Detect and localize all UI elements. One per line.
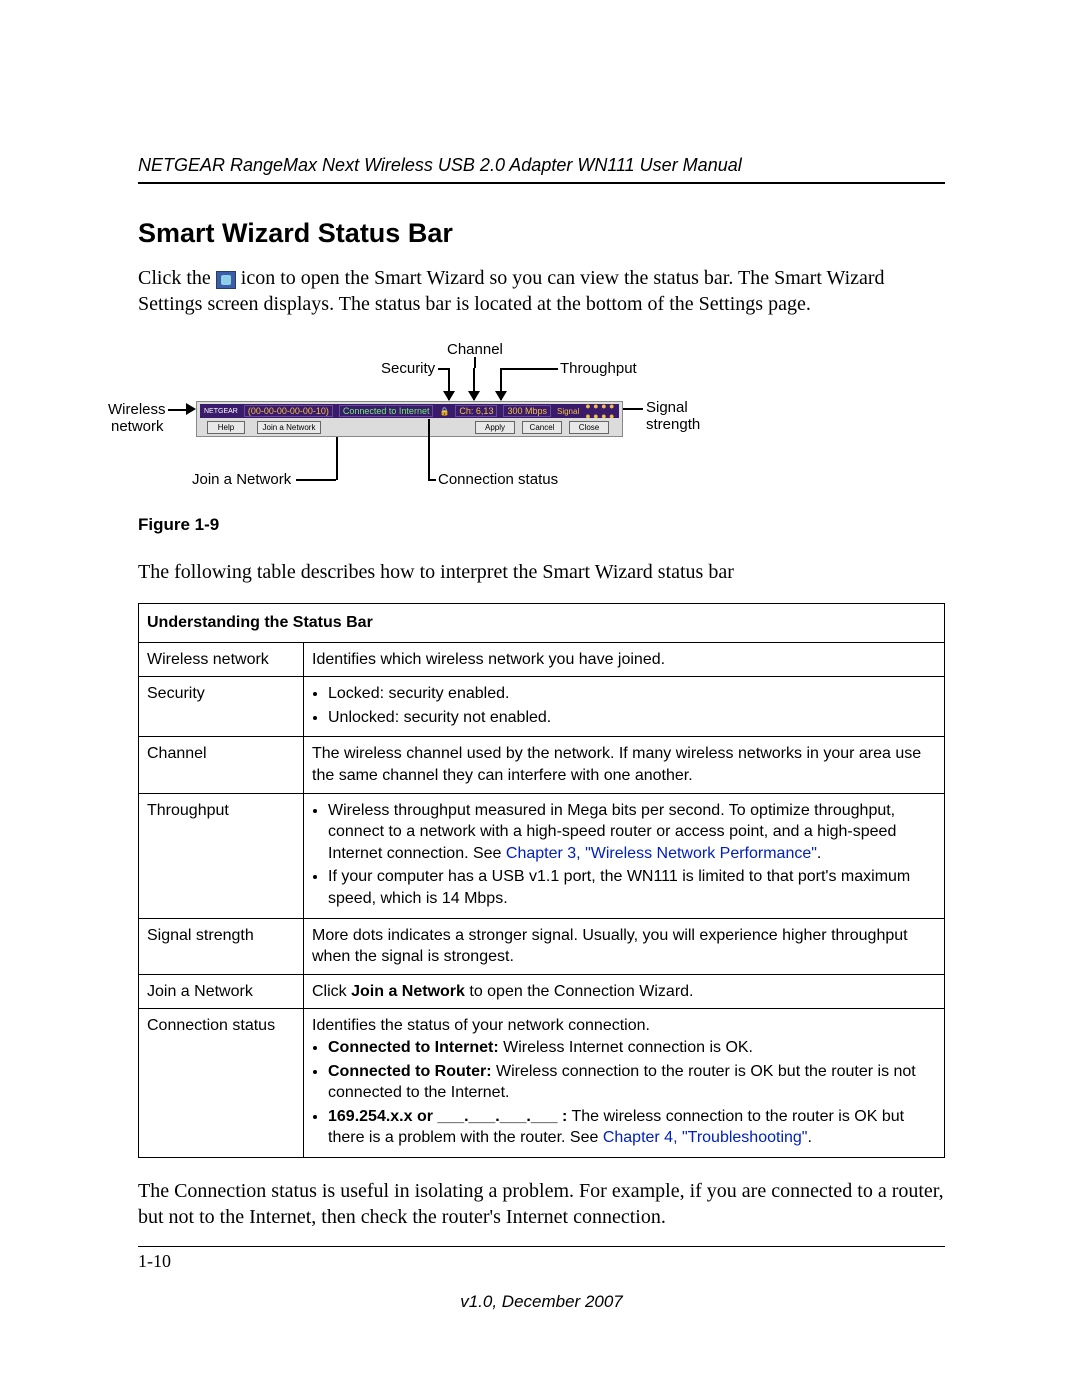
list-item: If your computer has a USB v1.1 port, th…: [328, 866, 936, 909]
page-number: 1-10: [138, 1251, 945, 1272]
label-wireless-l1: Wireless: [108, 401, 166, 418]
footer-rule: [138, 1246, 945, 1247]
list-item: Connected to Internet: Wireless Internet…: [328, 1037, 936, 1059]
list-item: 169.254.x.x or ___.___.___.___ : The wir…: [328, 1106, 936, 1149]
page-header: NETGEAR RangeMax Next Wireless USB 2.0 A…: [138, 155, 945, 176]
cell-val: More dots indicates a stronger signal. U…: [304, 918, 945, 974]
cell-key: Security: [139, 677, 304, 737]
list-item: Locked: security enabled.: [328, 683, 936, 705]
status-bar-diagram: Channel Security Throughput Wireless net…: [138, 341, 945, 511]
closing-paragraph: The Connection status is useful in isola…: [138, 1178, 945, 1230]
table-row: Security Locked: security enabled. Unloc…: [139, 677, 945, 737]
label-conn-status: Connection status: [438, 471, 558, 488]
sb-connected: Connected to Internet: [339, 405, 434, 417]
sb-btn-close: Close: [569, 421, 609, 434]
table-row: Channel The wireless channel used by the…: [139, 737, 945, 793]
sb-btn-help: Help: [207, 421, 245, 434]
table-row: Throughput Wireless throughput measured …: [139, 793, 945, 918]
list-item: Wireless throughput measured in Mega bit…: [328, 800, 936, 865]
cell-val: Identifies which wireless network you ha…: [304, 642, 945, 677]
link-ch3[interactable]: Chapter 3, "Wireless Network Performance…: [506, 845, 817, 862]
section-heading: Smart Wizard Status Bar: [138, 218, 945, 249]
table-header: Understanding the Status Bar: [139, 604, 945, 643]
status-bar-table: Understanding the Status Bar Wireless ne…: [138, 603, 945, 1158]
document-page: NETGEAR RangeMax Next Wireless USB 2.0 A…: [0, 0, 1080, 1312]
list-item: Unlocked: security not enabled.: [328, 707, 936, 729]
sb-dots: ● ● ● ● ● ● ● ●: [585, 404, 615, 418]
intro-suffix: icon to open the Smart Wizard so you can…: [138, 267, 885, 315]
cell-key: Connection status: [139, 1009, 304, 1158]
sb-btn-join: Join a Network: [257, 421, 321, 434]
sb-channel: Ch: 6,13: [455, 405, 497, 417]
cell-val: The wireless channel used by the network…: [304, 737, 945, 793]
cell-key: Throughput: [139, 793, 304, 918]
list-item: Connected to Router: Wireless connection…: [328, 1061, 936, 1104]
table-row: Join a Network Click Join a Network to o…: [139, 974, 945, 1009]
sb-btn-cancel: Cancel: [522, 421, 562, 434]
header-rule: [138, 182, 945, 184]
intro-paragraph: Click the icon to open the Smart Wizard …: [138, 265, 945, 317]
cell-val: Click Join a Network to open the Connect…: [304, 974, 945, 1009]
sb-signal-label: Signal: [557, 407, 579, 416]
table-row: Wireless network Identifies which wirele…: [139, 642, 945, 677]
smart-wizard-icon: [216, 271, 236, 289]
label-signal-l1: Signal: [646, 399, 688, 416]
figure-caption: Figure 1-9: [138, 515, 945, 535]
sb-rate: 300 Mbps: [503, 405, 551, 417]
cell-key: Signal strength: [139, 918, 304, 974]
sb-btn-apply: Apply: [475, 421, 515, 434]
label-security: Security: [381, 360, 435, 377]
table-row: Connection status Identifies the status …: [139, 1009, 945, 1158]
intro-prefix: Click the: [138, 267, 216, 289]
cell-val: Wireless throughput measured in Mega bit…: [304, 793, 945, 918]
statusbar-screenshot: NETGEAR (00-00-00-00-00-10) Connected to…: [196, 401, 623, 437]
cell-val: Locked: security enabled. Unlocked: secu…: [304, 677, 945, 737]
label-signal-l2: strength: [646, 416, 700, 433]
cell-key: Join a Network: [139, 974, 304, 1009]
cell-key: Channel: [139, 737, 304, 793]
statusbar-purple-strip: NETGEAR (00-00-00-00-00-10) Connected to…: [200, 404, 619, 418]
table-row: Signal strength More dots indicates a st…: [139, 918, 945, 974]
link-ch4[interactable]: Chapter 4, "Troubleshooting": [603, 1129, 808, 1146]
footer-version: v1.0, December 2007: [138, 1292, 945, 1312]
label-channel: Channel: [447, 341, 503, 358]
label-join: Join a Network: [192, 471, 291, 488]
sb-mac: (00-00-00-00-00-10): [244, 405, 333, 417]
sb-brand: NETGEAR: [204, 408, 238, 415]
label-wireless-l2: network: [111, 418, 164, 435]
cell-val: Identifies the status of your network co…: [304, 1009, 945, 1158]
cell-key: Wireless network: [139, 642, 304, 677]
table-intro: The following table describes how to int…: [138, 559, 945, 585]
label-throughput: Throughput: [560, 360, 637, 377]
